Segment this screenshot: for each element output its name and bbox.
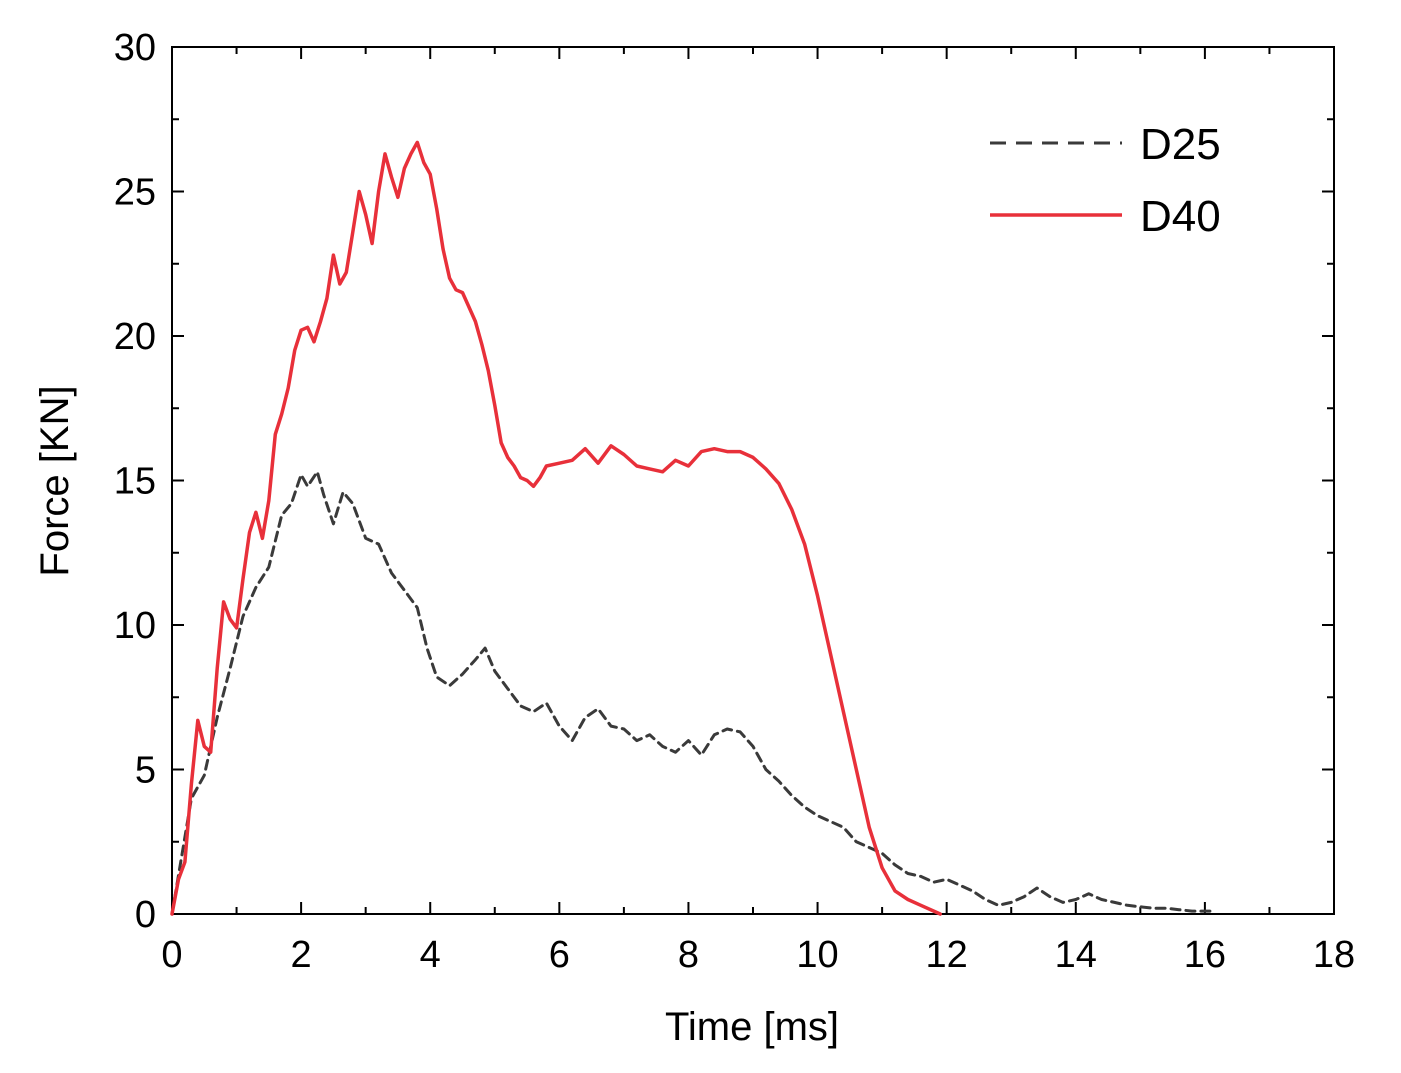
plot-frame xyxy=(171,46,1335,915)
x-tick-label: 0 xyxy=(161,934,182,976)
x-axis-title: Time [ms] xyxy=(665,1005,839,1049)
y-tick-label: 30 xyxy=(114,27,156,69)
x-tick-label: 4 xyxy=(420,934,441,976)
x-tick-label: 16 xyxy=(1184,934,1226,976)
x-tick-label: 6 xyxy=(549,934,570,976)
legend-label-d40: D40 xyxy=(1140,192,1221,241)
y-tick-label: 10 xyxy=(114,605,156,647)
series-line-d25 xyxy=(170,470,1213,916)
y-tick-label: 0 xyxy=(135,894,156,936)
y-tick-label: 15 xyxy=(114,461,156,503)
y-tick-label: 20 xyxy=(114,316,156,358)
y-tick-label: 5 xyxy=(135,750,156,792)
x-tick-label: 14 xyxy=(1055,934,1097,976)
legend-label-d25: D25 xyxy=(1140,120,1221,169)
x-tick-label: 2 xyxy=(291,934,312,976)
x-tick-label: 8 xyxy=(678,934,699,976)
axes-layer: 0 2 4 6 8 10 12 14 16 18 0 5 10 15 20 25 30 xyxy=(114,27,1355,976)
x-tick-label: 18 xyxy=(1313,934,1355,976)
y-axis-title: Force [KN] xyxy=(33,385,77,576)
series-layer xyxy=(170,140,1213,916)
series-line-d40 xyxy=(170,140,942,916)
y-tick-label: 25 xyxy=(114,172,156,214)
x-tick-label: 10 xyxy=(796,934,838,976)
x-tick-label: 12 xyxy=(926,934,968,976)
